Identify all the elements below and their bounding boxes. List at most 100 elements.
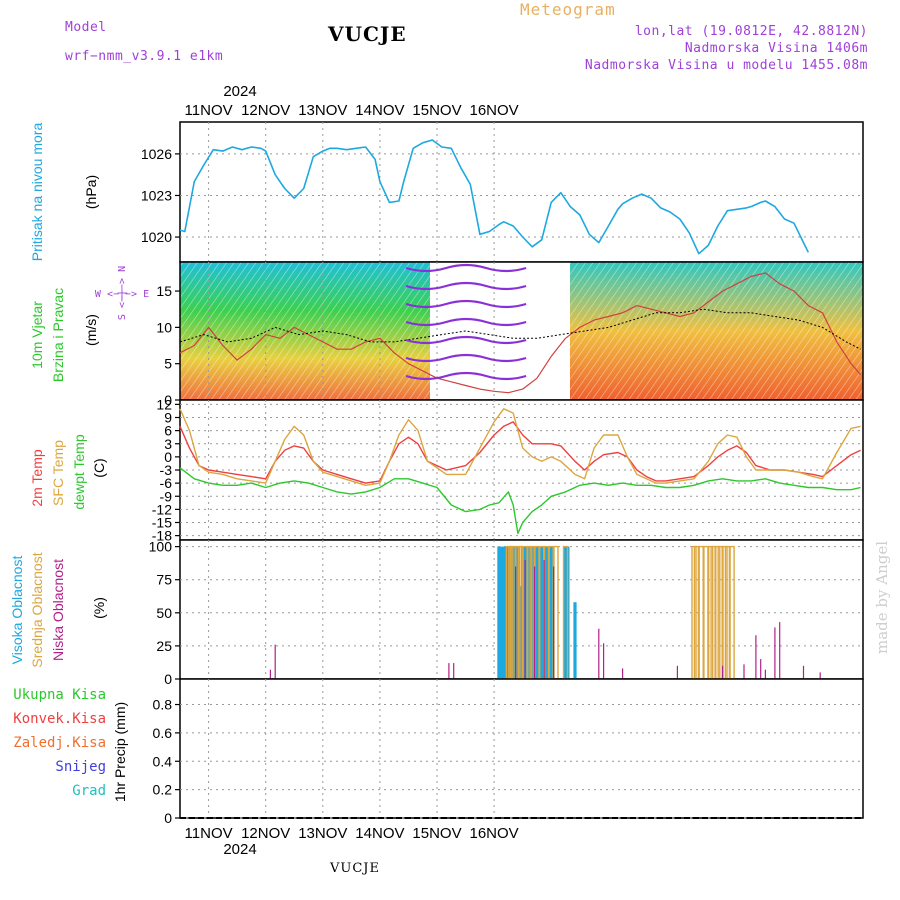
legend-conv-precip: Konvek.Kisa — [13, 711, 106, 727]
y-tick-label: 3 — [164, 436, 172, 452]
wind-compass-we: W <−|−> E — [95, 289, 149, 300]
bottom-date-label: 13NOV — [298, 825, 347, 842]
legend-hail: Grad — [72, 783, 106, 799]
y-tick-label: 0 — [164, 671, 172, 687]
high-cloud-bar — [573, 602, 577, 679]
grid-lines — [180, 540, 863, 680]
y-axis-ticks: 0 0.2 0.4 0.6 0.8 — [153, 697, 180, 826]
top-date-label: 14NOV — [355, 102, 404, 119]
model-altitude-text: Nadmorska Visina u modelu 1455.08m — [584, 58, 868, 73]
temp-unit: (C) — [91, 458, 107, 477]
y-tick-label: -3 — [160, 462, 173, 478]
pressure-unit: (hPa) — [83, 175, 99, 209]
y-tick-label: 100 — [149, 539, 173, 555]
wind-barb-calm — [405, 335, 527, 345]
wind-barb-calm — [405, 263, 527, 273]
low-cloud-bar — [760, 659, 762, 679]
low-cloud-bar — [819, 672, 821, 679]
low-cloud-bar — [515, 566, 517, 679]
temp-label-sfc: SFC Temp — [50, 440, 66, 506]
wind-compass-ns: S <−|−> N — [117, 266, 128, 320]
wind-panel: 0 5 10 15 — [156, 261, 864, 408]
high-cloud-bar — [499, 546, 503, 679]
lonlat-text: lon,lat (19.0812E, 42.8812N) — [634, 24, 868, 39]
y-tick-label: 12 — [156, 396, 172, 412]
low-cloud-bar — [448, 663, 450, 679]
wind-label-1: 10m Vjetar — [29, 301, 45, 369]
cloud-label-high: Visoka Oblacnost — [9, 556, 25, 665]
low-cloud-bar — [774, 627, 776, 679]
y-tick-label: 10 — [156, 319, 172, 335]
cloud-label-low: Niska Oblacnost — [50, 559, 66, 661]
wind-barb-calm — [405, 371, 527, 381]
low-cloud-bar — [722, 665, 724, 679]
low-cloud-bar — [622, 668, 624, 679]
y-tick-label: -18 — [152, 528, 172, 544]
y-tick-label: 75 — [156, 572, 172, 588]
wind-axis-labels: 10m Vjetar Brzina i Pravac (m/s) W <−|−>… — [29, 266, 149, 382]
precip-panel: 0 0.2 0.4 0.6 0.8 — [153, 678, 864, 826]
low-cloud-bar — [524, 559, 526, 679]
bottom-date-label: 14NOV — [355, 825, 404, 842]
y-tick-label: 5 — [164, 356, 172, 372]
high-cloud-bar — [544, 546, 549, 679]
page-title: VUCJE — [328, 22, 407, 46]
temp-label-2m: 2m Temp — [29, 449, 45, 507]
bottom-date-label: 12NOV — [241, 825, 290, 842]
bottom-date-labels: 11NOV 12NOV 13NOV 14NOV 15NOV 16NOV — [185, 825, 519, 842]
low-cloud-bar — [603, 643, 605, 679]
high-cloud-bar — [535, 546, 539, 679]
high-cloud-bar — [563, 546, 568, 679]
wind-barb-calm — [405, 281, 527, 291]
top-date-label: 12NOV — [241, 102, 290, 119]
high-cloud-bar — [549, 546, 553, 679]
high-cloud-bar — [540, 546, 544, 679]
y-axis-ticks: 0 25 50 75 100 — [149, 539, 180, 687]
y-axis-ticks: 1020 1023 1026 — [141, 146, 180, 245]
y-axis-ticks: 0 5 10 15 — [156, 283, 180, 408]
bottom-year-label: 2024 — [223, 841, 256, 858]
wind-barbs-hatch — [180, 262, 863, 400]
bottom-date-label: 15NOV — [412, 825, 461, 842]
temp-label-dewpt: dewpt Temp — [71, 434, 87, 509]
high-cloud-bar — [497, 546, 501, 679]
altitude-text: Nadmorska Visina 1406m — [684, 41, 868, 56]
y-tick-label: 50 — [156, 605, 172, 621]
pressure-panel: 1020 1023 1026 — [141, 121, 864, 263]
low-cloud-bar — [764, 669, 766, 679]
y-tick-label: 0.2 — [153, 782, 173, 798]
y-tick-label: 25 — [156, 638, 172, 654]
model-name: wrf−nmm_v3.9.1 e1km — [65, 49, 224, 64]
cloud-unit: (%) — [91, 597, 107, 619]
wind-unit: (m/s) — [83, 314, 99, 346]
legend-frozen-precip: Zaledj.Kisa — [13, 735, 106, 751]
top-date-labels: 11NOV 12NOV 13NOV 14NOV 15NOV 16NOV — [185, 102, 519, 119]
low-cloud-bar — [755, 635, 757, 679]
y-tick-label: 9 — [164, 410, 172, 426]
precip-legend: Ukupna Kisa Konvek.Kisa Zaledj.Kisa Snijeg G… — [13, 687, 106, 799]
temp-dewpt-line — [179, 467, 861, 535]
top-date-label: 16NOV — [469, 102, 518, 119]
model-label: Model — [65, 20, 107, 35]
y-tick-label: 6 — [164, 423, 172, 439]
pressure-axis-labels: Pritisak na nivou mora (hPa) — [29, 123, 99, 262]
y-tick-label: -9 — [160, 488, 173, 504]
y-tick-label: 0.8 — [153, 697, 173, 713]
wind-barb-calm — [405, 299, 527, 309]
legend-total-precip: Ukupna Kisa — [13, 687, 106, 703]
y-tick-label: -15 — [152, 515, 172, 531]
y-tick-label: -6 — [160, 475, 173, 491]
wind-label-2: Brzina i Pravac — [50, 288, 66, 382]
low-cloud-bar — [553, 566, 555, 679]
pressure-line — [179, 139, 810, 255]
wind-barb-calm — [405, 317, 527, 327]
low-cloud-bar — [743, 664, 745, 679]
y-tick-label: 1020 — [141, 229, 172, 245]
low-cloud-bar — [779, 622, 781, 679]
bottom-date-label: 11NOV — [185, 825, 233, 842]
temp-sfc-line — [179, 408, 861, 486]
pressure-frame — [179, 121, 864, 263]
top-date-label: 15NOV — [412, 102, 461, 119]
precip-unit: 1hr Precip (mm) — [112, 702, 128, 802]
